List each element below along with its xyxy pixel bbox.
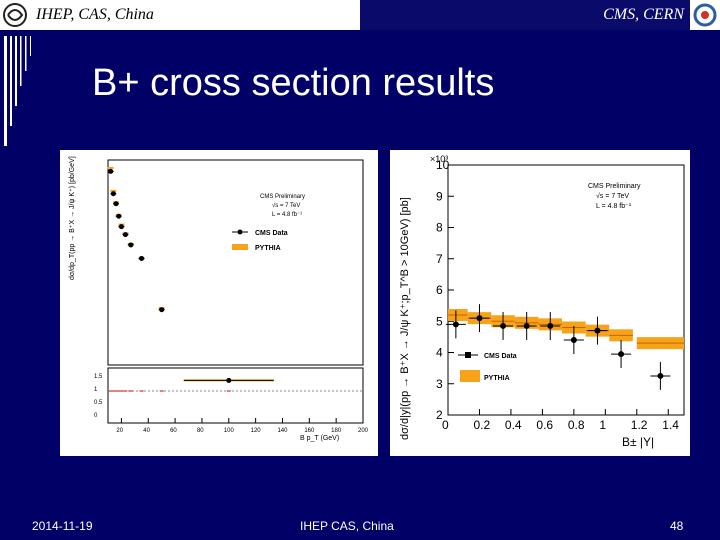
- chart1-xtick-label: 140: [277, 428, 288, 434]
- chart1-annotation-2: √s = 7 TeV: [272, 202, 300, 209]
- ihep-logo-icon: [0, 0, 30, 30]
- chart2-data-point: [452, 321, 459, 328]
- chart1-legend-pythia: PYTHIA: [255, 245, 281, 252]
- chart2-xtick-label: 0.2: [473, 418, 490, 432]
- chart1-xtick-label: 180: [331, 428, 342, 434]
- chart1-data-point: [116, 213, 122, 219]
- chart2-ytick-label: 6: [436, 283, 443, 297]
- chart1-xtick-label: 160: [304, 428, 315, 434]
- chart2-xtick-label: 0.8: [568, 418, 585, 432]
- chart2-annotation-1: CMS Preliminary: [588, 183, 641, 190]
- chart2-ytick-label: 7: [436, 252, 443, 266]
- chart2-annotation-3: L = 4.8 fb⁻¹: [596, 203, 632, 210]
- chart1-annotation-1: CMS Preliminary: [260, 194, 305, 200]
- chart2-ytick-label: 8: [436, 221, 443, 235]
- chart2-scale-label: ×10³: [430, 154, 448, 164]
- chart1-xtick-label: 20: [116, 428, 123, 434]
- chart1-data-point: [139, 255, 145, 261]
- chart1-annotation-3: L = 4.8 fb⁻¹: [272, 212, 302, 218]
- chart-pt-spectrum: dσ/dp_T(pp → B⁺X → J/ψ K⁺) [pb/GeV] B p_…: [60, 150, 378, 456]
- chart1-data-point: [122, 232, 128, 238]
- chart2-xtick-label: 1: [599, 418, 606, 432]
- chart2-ylabel: dσ/d|y|(pp → B⁺X → J/ψ K⁺;p_T^B > 10GeV)…: [399, 197, 411, 440]
- chart1-xtick-label: 120: [251, 428, 262, 434]
- chart2-ytick-label: 9: [436, 189, 443, 203]
- chart2-ytick-label: 5: [436, 314, 443, 328]
- chart2-data-point: [500, 322, 507, 329]
- chart2-data-point: [476, 315, 483, 322]
- chart2-xtick-label: 0.6: [536, 418, 553, 432]
- chart2-xtick-label: 1.4: [662, 418, 679, 432]
- chart1-xtick-label: 60: [170, 428, 177, 434]
- chart2-data-point: [594, 327, 601, 334]
- chart2-data-point: [570, 337, 577, 343]
- chart2-ytick-label: 3: [436, 377, 443, 391]
- chart1-xtick-label: 100: [224, 428, 235, 434]
- decorative-stripes: [4, 36, 31, 146]
- chart2-xlabel: B± |Y|: [622, 435, 654, 449]
- chart1-xtick-label: 80: [197, 428, 204, 434]
- chart2-xtick-label: 0: [442, 418, 449, 432]
- footer-page-number: 48: [670, 519, 684, 533]
- chart2-data-point: [547, 322, 554, 329]
- header-bar: IHEP, CAS, China CMS, CERN: [0, 0, 720, 30]
- chart2-legend-data-dot: [465, 352, 471, 358]
- chart2-ytick-label: 4: [436, 346, 443, 360]
- chart1-ylabel: dσ/dp_T(pp → B⁺X → J/ψ K⁺) [pb/GeV]: [69, 156, 76, 280]
- header-right-band: [360, 0, 690, 30]
- chart1-legend-data: CMS Data: [255, 230, 288, 237]
- header-right-text: CMS, CERN: [603, 6, 684, 23]
- chart1-xtick-label: 200: [358, 428, 369, 434]
- chart2-data-point: [523, 322, 530, 329]
- chart2-annotation-2: √s = 7 TeV: [596, 192, 629, 200]
- chart1-xlabel: B p_T (GeV): [300, 435, 339, 442]
- chart2-legend-pythia-swatch: [460, 370, 480, 382]
- chart2-ytick-label: 10: [436, 158, 450, 172]
- chart1-data-point: [110, 191, 116, 197]
- chart1-ratio-tick-label: 0.5: [94, 400, 103, 406]
- chart1-data-point: [113, 201, 119, 207]
- chart1-data-point: [108, 168, 114, 174]
- footer-date: 2014-11-19: [32, 519, 93, 533]
- chart2-legend-data: CMS Data: [484, 353, 517, 360]
- chart1-xtick-label: 40: [143, 428, 150, 434]
- chart-rapidity-svg: ×10³ dσ/d|y|(pp → B⁺X → J/ψ K⁺;p_T^B > 1…: [399, 154, 685, 449]
- cms-logo-icon: [690, 0, 720, 30]
- chart1-legend-pythia-swatch: [232, 244, 248, 250]
- chart2-data-point: [618, 351, 625, 358]
- chart2-legend-pythia: PYTHIA: [484, 375, 510, 382]
- chart2-data-point: [657, 372, 664, 379]
- header-left-text: IHEP, CAS, China: [36, 6, 154, 23]
- chart-pt-svg: dσ/dp_T(pp → B⁺X → J/ψ K⁺) [pb/GeV] B p_…: [69, 156, 369, 442]
- chart2-xtick-label: 0.4: [505, 418, 522, 432]
- chart1-ratio-tick-label: 1: [94, 387, 98, 393]
- chart1-data-point: [118, 224, 124, 230]
- chart-rapidity: ×10³ dσ/d|y|(pp → B⁺X → J/ψ K⁺;p_T^B > 1…: [390, 150, 690, 456]
- chart1-ratio-tick-label: 0: [94, 413, 98, 419]
- slide-title: B+ cross section results: [92, 62, 495, 104]
- chart2-xtick-label: 1.2: [631, 418, 648, 432]
- footer-institution: IHEP CAS, China: [300, 519, 394, 533]
- chart1-ratio-tick-label: 1.5: [94, 374, 103, 380]
- chart1-legend-data-dot: [237, 229, 243, 235]
- chart1-data-point: [128, 242, 134, 248]
- chart2-ytick-label: 2: [436, 408, 443, 422]
- chart1-data-point: [159, 307, 165, 313]
- chart1-data-point: [226, 377, 232, 383]
